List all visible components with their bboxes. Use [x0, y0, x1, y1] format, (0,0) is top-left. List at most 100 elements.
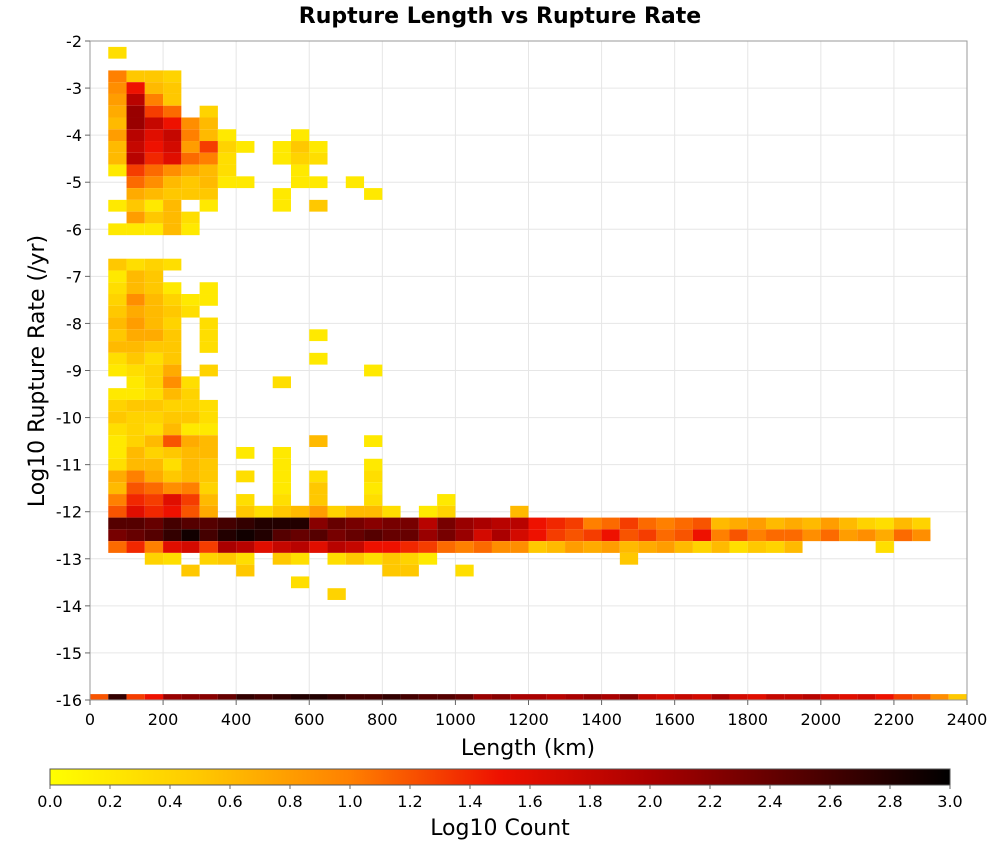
- heatmap-cell: [236, 564, 255, 577]
- heatmap-cell: [144, 152, 164, 165]
- heatmap-cell: [144, 364, 164, 377]
- heatmap-cell: [802, 529, 821, 542]
- heatmap-cell: [236, 552, 255, 565]
- colorbar-tick-label: 1.8: [577, 792, 602, 811]
- heatmap-cell: [181, 211, 200, 224]
- colorbar-tick-label: 2.8: [877, 792, 902, 811]
- heatmap-cell: [254, 529, 273, 542]
- heatmap-cell: [181, 423, 200, 436]
- heatmap-cell: [108, 482, 127, 495]
- heatmap-cell: [126, 694, 145, 700]
- heatmap-cell: [181, 129, 200, 142]
- colorbar-tick-label: 1.4: [457, 792, 482, 811]
- heatmap-cell: [144, 211, 164, 224]
- heatmap-cell: [601, 694, 620, 700]
- heatmap-cell: [309, 470, 328, 483]
- heatmap-cell: [199, 188, 218, 200]
- heatmap-cell: [473, 541, 492, 553]
- heatmap-cell: [418, 694, 438, 700]
- heatmap-cell: [345, 505, 365, 518]
- x-tick-label: 1600: [654, 710, 695, 729]
- heatmap-cell: [638, 541, 657, 553]
- heatmap-cell: [364, 552, 383, 565]
- heatmap-cell: [711, 541, 730, 553]
- heatmap-cell: [948, 694, 967, 700]
- heatmap-cell: [144, 541, 164, 553]
- heatmap-cell: [108, 423, 127, 436]
- x-tick-label: 1400: [581, 710, 622, 729]
- heatmap-cell: [144, 458, 164, 471]
- heatmap-cell: [144, 105, 164, 118]
- heatmap-cell: [437, 694, 456, 700]
- heatmap-cell: [437, 494, 456, 506]
- heatmap-cell: [583, 529, 602, 542]
- heatmap-cell: [199, 399, 218, 412]
- heatmap-cell: [272, 458, 291, 471]
- y-tick-label: -15: [56, 644, 82, 663]
- heatmap-cell: [199, 505, 218, 518]
- heatmap-cell: [711, 694, 730, 700]
- heatmap-cell: [857, 529, 876, 542]
- heatmap-cell: [199, 152, 218, 165]
- heatmap-cell: [163, 152, 182, 165]
- heatmap-cell: [893, 529, 913, 542]
- heatmap-cell: [144, 164, 164, 177]
- heatmap-cell: [163, 552, 182, 565]
- heatmap-cell: [674, 541, 693, 553]
- heatmap-cell: [199, 117, 218, 130]
- heatmap-cell: [638, 529, 657, 542]
- heatmap-cell: [108, 294, 127, 306]
- y-axis-ticks: -2 -3 -4 -5 -6 -7 -8 -9 -10 -11 -12 -13 -14 -15 -16: [56, 32, 90, 710]
- heatmap-cell: [108, 470, 127, 483]
- heatmap-cell: [144, 529, 164, 542]
- heatmap-cell: [126, 494, 145, 506]
- heatmap-cell: [692, 529, 712, 542]
- heatmap-cell: [144, 117, 164, 130]
- heatmap-cell: [163, 164, 182, 177]
- heatmap-cell: [126, 364, 145, 377]
- colorbar-ticks: 0.0 0.2 0.4 0.6 0.8 1.0 1.2 1.4 1.6 1.8 2.0 2.2 2.4 2…: [37, 785, 963, 811]
- heatmap-cell: [236, 517, 255, 530]
- heatmap-cell: [199, 129, 218, 142]
- heatmap-cell: [364, 694, 383, 700]
- heatmap-cell: [272, 694, 291, 700]
- heatmap-cell: [327, 505, 346, 518]
- heatmap-cell: [163, 694, 182, 700]
- heatmap-cell: [217, 541, 237, 553]
- heatmap-cell: [163, 70, 182, 83]
- heatmap-cell: [163, 317, 182, 330]
- heatmap-cell: [163, 329, 182, 342]
- heatmap-cell: [437, 517, 456, 530]
- heatmap-cell: [729, 529, 748, 542]
- colorbar-tick-label: 1.6: [517, 792, 542, 811]
- heatmap-cell: [199, 411, 218, 424]
- heatmap-cell: [418, 529, 438, 542]
- heatmap-cell: [382, 529, 401, 542]
- heatmap-cell: [199, 199, 218, 212]
- heatmap-cell: [126, 105, 145, 118]
- heatmap-cell: [181, 435, 200, 447]
- heatmap-cell: [108, 399, 127, 412]
- heatmap-cell: [199, 482, 218, 495]
- colorbar-tick-label: 0.2: [97, 792, 122, 811]
- heatmap-cell: [345, 176, 365, 189]
- heatmap-cell: [181, 305, 200, 318]
- heatmap-cell: [126, 305, 145, 318]
- heatmap-cell: [309, 152, 328, 165]
- heatmap-cell: [857, 517, 876, 530]
- heatmap-cell: [364, 435, 383, 447]
- heatmap-cell: [181, 411, 200, 424]
- heatmap-cell: [126, 341, 145, 353]
- colorbar-tick-label: 0.0: [37, 792, 62, 811]
- heatmap-cell: [327, 529, 346, 542]
- heatmap-cell: [126, 505, 145, 518]
- heatmap-cell: [839, 517, 858, 530]
- heatmap-cell: [181, 376, 200, 389]
- y-tick-label: -10: [56, 409, 82, 428]
- heatmap-cell: [199, 317, 218, 330]
- heatmap-cell: [364, 482, 383, 495]
- heatmap-cell: [163, 294, 182, 306]
- heatmap-cell: [199, 176, 218, 189]
- heatmap-cell: [144, 505, 164, 518]
- heatmap-cell: [163, 411, 182, 424]
